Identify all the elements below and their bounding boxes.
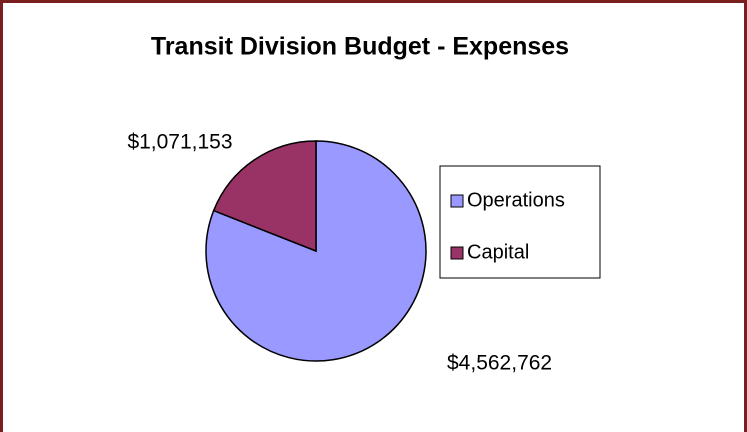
chart-title: Transit Division Budget - Expenses (151, 33, 569, 61)
data-label: $4,562,762 (447, 352, 552, 375)
legend-label: Operations (467, 189, 565, 211)
legend-swatch (450, 246, 464, 260)
legend-label: Capital (467, 241, 529, 263)
legend-box (439, 165, 601, 279)
data-label: $1,071,153 (127, 131, 232, 154)
legend-swatch (450, 194, 464, 208)
pie-slice (212, 140, 317, 253)
